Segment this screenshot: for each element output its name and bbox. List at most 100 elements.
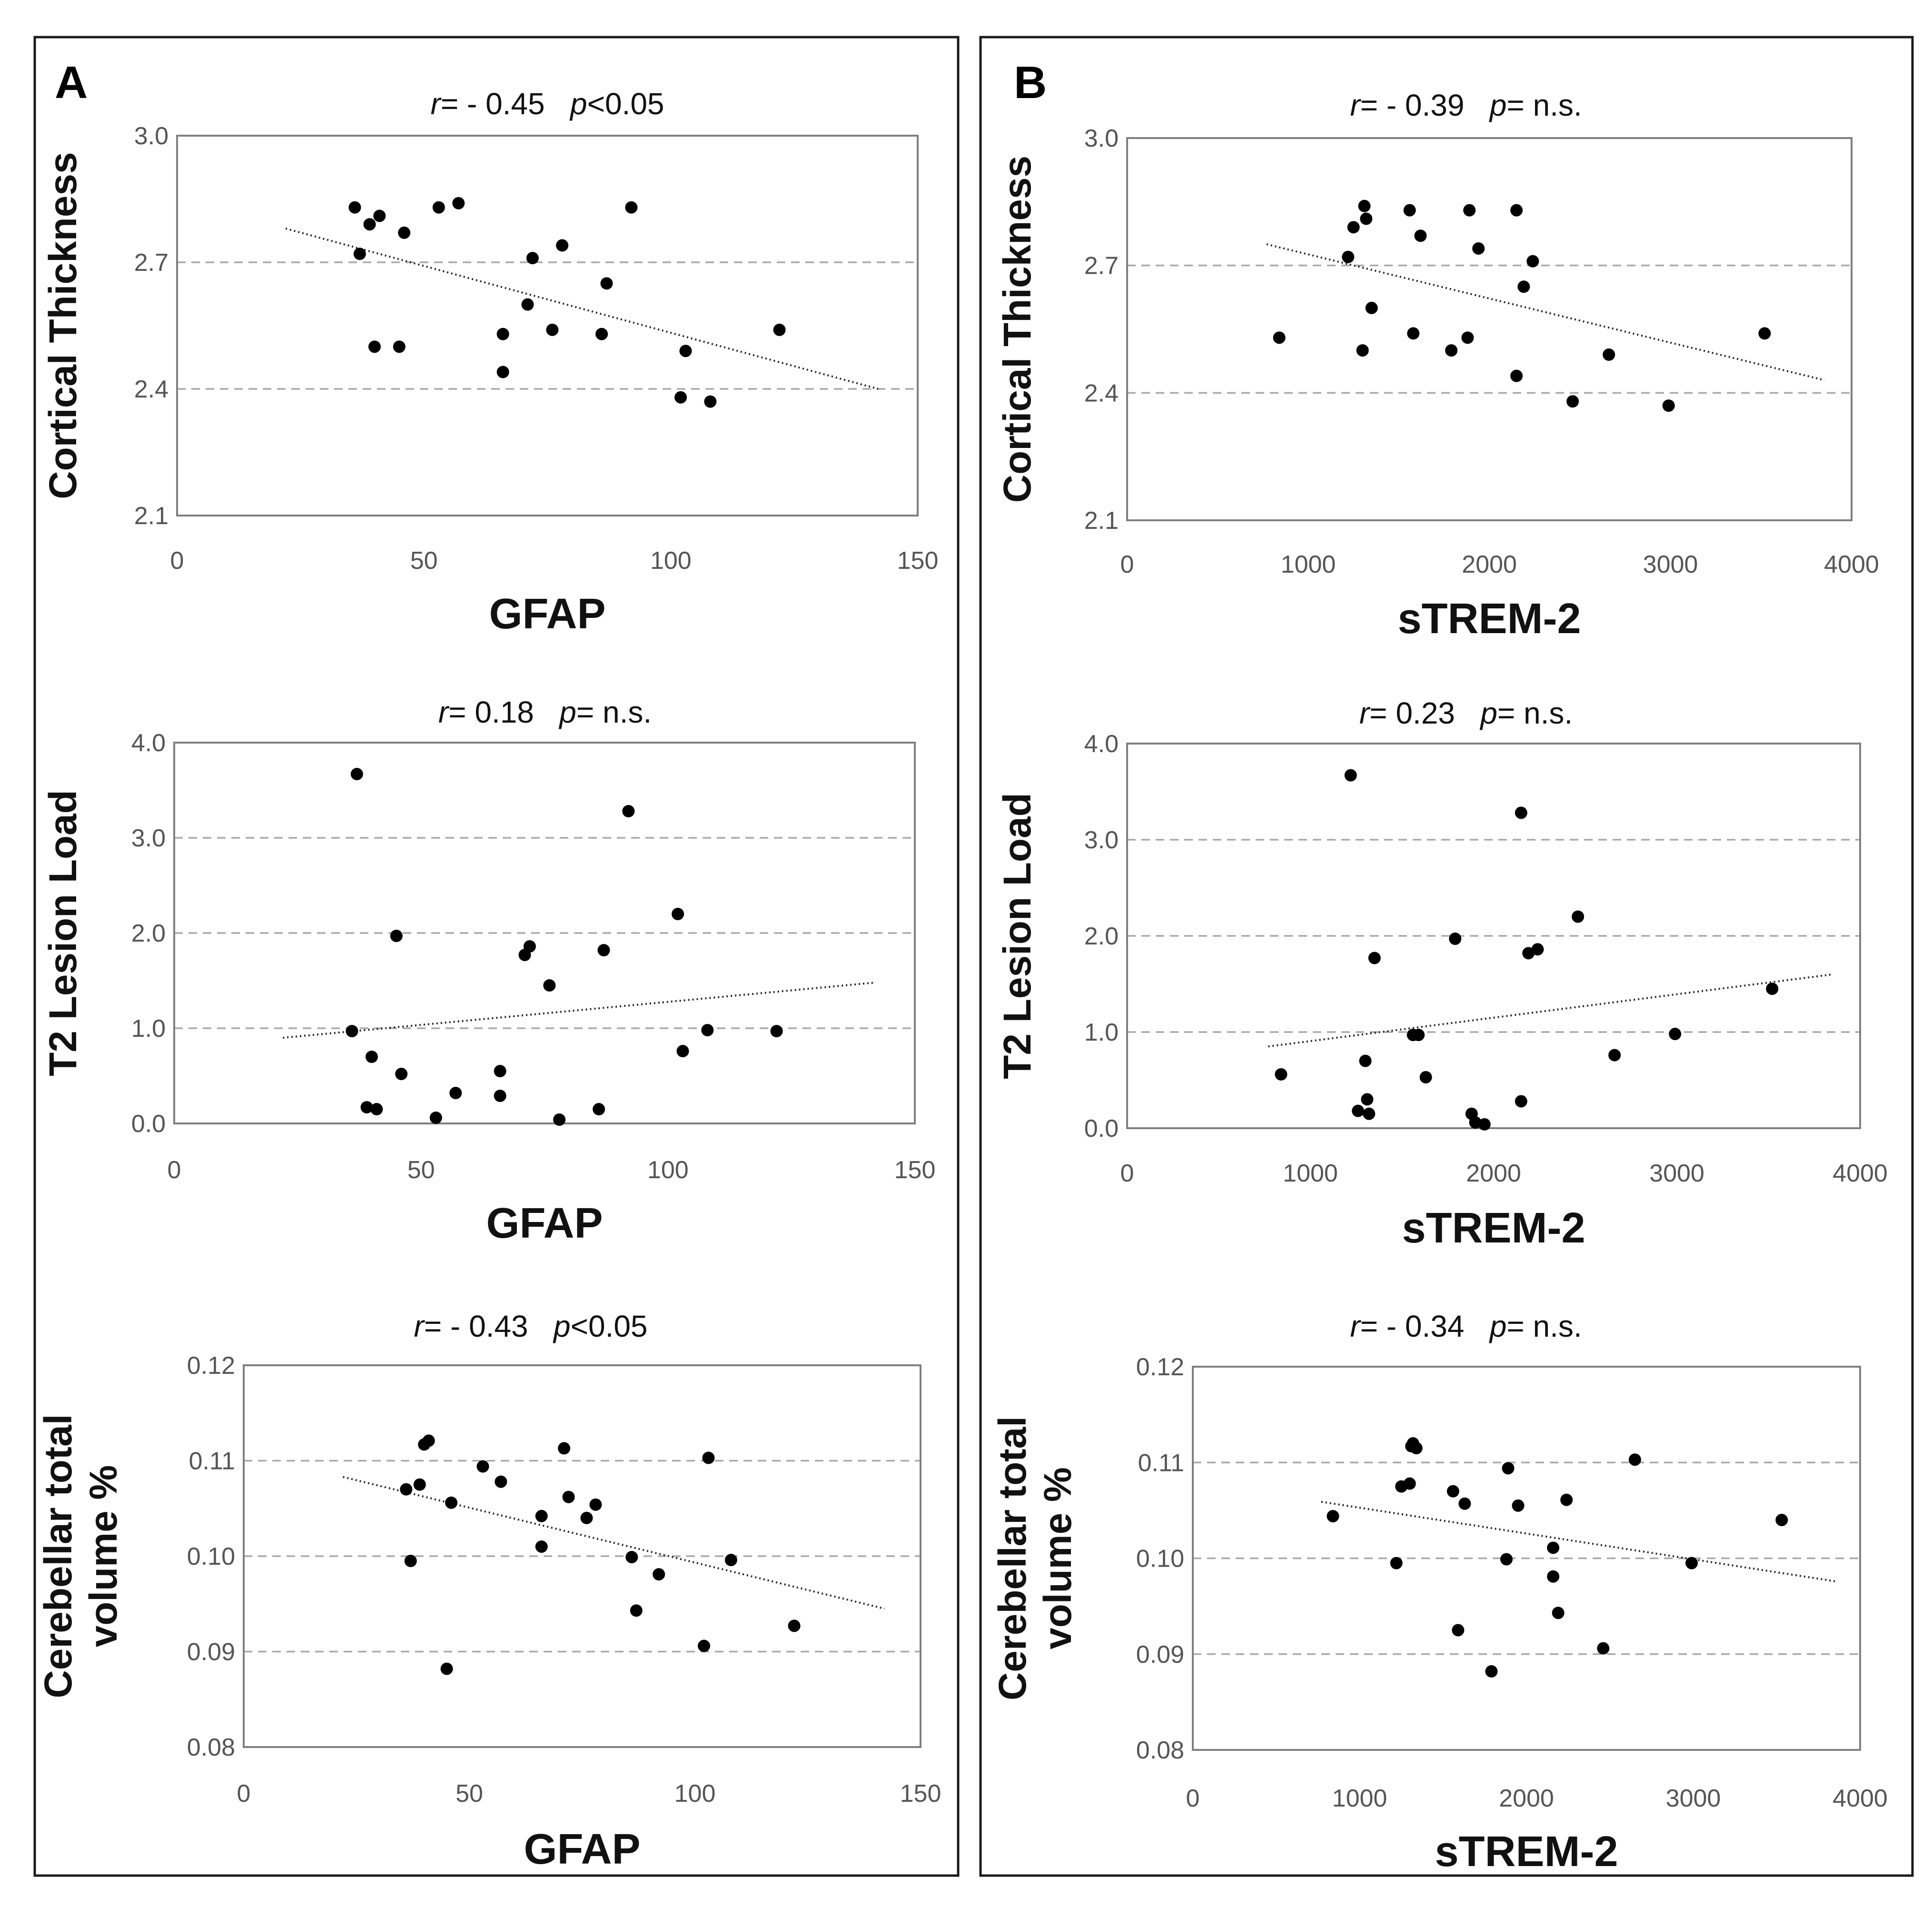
- data-point: [1512, 1499, 1525, 1512]
- data-point: [429, 1112, 442, 1124]
- x-tick-label: 0: [170, 547, 184, 575]
- data-point: [600, 277, 613, 290]
- y-tick-label: 3.0: [1084, 826, 1119, 854]
- chart-title: r= - 0.43 p<0.05: [414, 1309, 648, 1343]
- trendline: [1268, 973, 1833, 1048]
- chart-title: r= - 0.39 p= n.s.: [1350, 88, 1582, 122]
- x-tick-label: 4000: [1824, 551, 1879, 578]
- y-axis-label: T2 Lesion Load: [41, 790, 85, 1076]
- plot-area: [243, 1364, 921, 1748]
- data-point: [702, 1451, 715, 1464]
- data-point: [589, 1498, 602, 1511]
- y-tick-label: 2.0: [131, 920, 166, 947]
- data-point: [1414, 229, 1427, 242]
- data-point: [1342, 250, 1355, 263]
- title-r-value: = - 0.34: [1360, 1309, 1490, 1343]
- data-point: [1365, 301, 1378, 314]
- data-point: [1273, 331, 1286, 344]
- title-r-value: = 0.18: [448, 695, 559, 729]
- data-point: [773, 323, 786, 336]
- trendline: [283, 982, 876, 1039]
- data-point: [494, 1090, 506, 1102]
- title-p-value: = n.s.: [1506, 1309, 1582, 1343]
- data-point: [404, 1555, 417, 1568]
- data-point: [432, 201, 445, 214]
- data-point: [1515, 806, 1527, 819]
- y-tick-label: 0.0: [131, 1110, 166, 1138]
- x-tick-label: 100: [674, 1780, 716, 1808]
- y-tick-label: 2.1: [134, 502, 168, 530]
- x-tick-label: 50: [407, 1156, 435, 1184]
- data-point: [373, 209, 386, 222]
- data-point: [562, 1490, 575, 1503]
- data-point: [625, 201, 638, 214]
- data-point: [1403, 1477, 1416, 1490]
- data-point: [1359, 1054, 1372, 1067]
- data-point: [535, 1540, 548, 1553]
- y-tick-label: 0.12: [1136, 1353, 1184, 1381]
- data-point: [1461, 331, 1474, 344]
- data-point: [1358, 199, 1371, 212]
- data-point: [546, 323, 559, 336]
- x-tick-label: 1000: [1283, 1160, 1338, 1187]
- data-point: [1419, 1071, 1432, 1083]
- data-point: [1327, 1510, 1339, 1522]
- y-tick-label: 1.0: [131, 1015, 166, 1043]
- trendline: [1321, 1500, 1835, 1582]
- data-point: [494, 1065, 506, 1077]
- plot-area: [173, 742, 916, 1124]
- title-p-value: <0.05: [587, 87, 664, 121]
- data-point: [672, 908, 684, 920]
- y-axis-label: Cerebellar total: [37, 1414, 80, 1698]
- data-point: [1526, 255, 1539, 268]
- data-point: [1412, 1029, 1425, 1042]
- data-point: [1685, 1557, 1698, 1569]
- chart-6: 0.08 0.09 0.10 0.11 0.12 0 1000 2000 3000 4000 sTR…: [991, 1309, 1888, 1876]
- data-point: [1758, 327, 1771, 340]
- title-p-symbol: p: [558, 695, 576, 729]
- data-point: [1403, 204, 1416, 217]
- title-r-value: = - 0.39: [1360, 88, 1490, 122]
- data-point: [496, 328, 509, 340]
- x-axis-label: sTREM-2: [1402, 1204, 1585, 1252]
- data-point: [1552, 1607, 1565, 1619]
- data-point: [1275, 1068, 1288, 1081]
- data-point: [558, 1442, 571, 1455]
- data-point: [630, 1604, 643, 1617]
- data-point: [535, 1510, 548, 1522]
- data-point: [597, 944, 610, 956]
- data-point: [1547, 1541, 1560, 1554]
- data-point: [452, 197, 465, 209]
- data-point: [1502, 1462, 1515, 1475]
- scatter-plots: 2.1 2.4 2.7 3.0 0 50 100 150 GFAP Cortical Thickn…: [37, 87, 1888, 1876]
- x-axis-label: GFAP: [489, 590, 605, 638]
- title-r-symbol: r: [438, 695, 450, 729]
- y-tick-label: 0.09: [1136, 1641, 1184, 1669]
- data-point: [1572, 910, 1585, 923]
- data-point: [1766, 983, 1779, 995]
- data-point: [1452, 1624, 1465, 1637]
- x-tick-label: 3000: [1649, 1160, 1704, 1187]
- y-tick-label: 2.4: [1084, 379, 1119, 407]
- data-point: [496, 366, 509, 378]
- title-r-value: = - 0.45: [441, 87, 570, 121]
- x-tick-label: 0: [1120, 551, 1134, 578]
- y-tick-label: 4.0: [131, 729, 166, 757]
- x-tick-label: 150: [900, 1780, 941, 1808]
- data-point: [1410, 1442, 1423, 1455]
- title-p-symbol: p: [569, 87, 587, 121]
- data-point: [400, 1483, 413, 1496]
- x-tick-label: 0: [168, 1156, 181, 1184]
- data-point: [1517, 280, 1530, 293]
- y-tick-label: 0.11: [1138, 1449, 1184, 1477]
- data-point: [1669, 1028, 1682, 1041]
- data-point: [353, 248, 366, 260]
- y-tick-label: 0.0: [1084, 1115, 1119, 1142]
- chart-3: 0.08 0.09 0.10 0.11 0.12 0 50 100 150 GFAP Cerebel…: [37, 1309, 941, 1873]
- panel-a-letter: A: [55, 57, 88, 108]
- chart-title: r= 0.23 p= n.s.: [1359, 696, 1573, 730]
- trendline: [1266, 243, 1825, 381]
- panel-b-letter: B: [1014, 57, 1047, 108]
- trendline: [343, 1476, 885, 1610]
- data-point: [704, 395, 717, 408]
